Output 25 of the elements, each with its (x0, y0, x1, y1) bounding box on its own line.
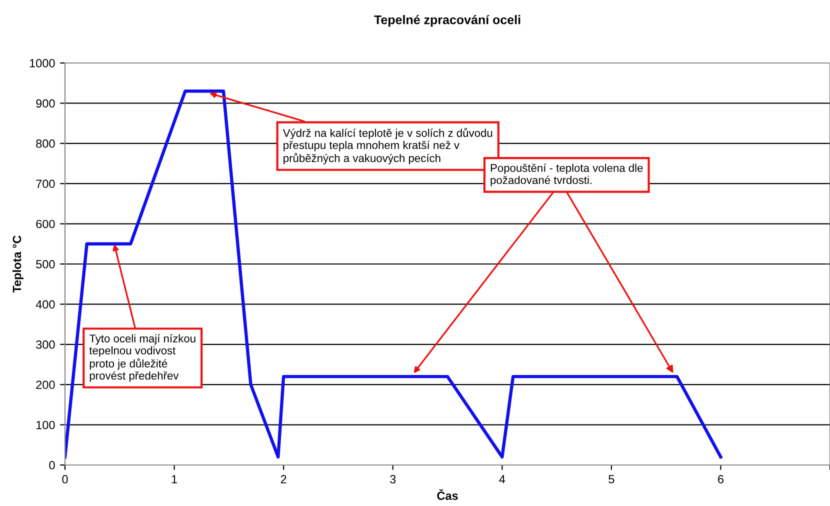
y-tick-label: 1000 (30, 59, 55, 68)
y-tick-label: 900 (36, 99, 55, 108)
y-tick-label: 0 (49, 461, 55, 470)
x-tick-label: 2 (280, 475, 286, 484)
x-tick-label: 6 (718, 475, 724, 484)
annotation: Popouštění - teplota volena dle požadované tvrdosti. (490, 164, 643, 186)
y-tick-label: 700 (36, 180, 55, 188)
line-series (65, 90, 722, 459)
y-tick-label: 600 (36, 220, 55, 228)
x-tick-label: 5 (608, 475, 614, 484)
x-tick-label: 4 (499, 475, 506, 484)
y-tick-label: 500 (36, 260, 55, 268)
y-axis-title: Teplota °C (12, 236, 24, 293)
y-tick-label: 300 (36, 340, 55, 349)
y-tick-label: 100 (36, 420, 55, 430)
annotation: Tyto oceli mají nízkou tepelnou vodivost proto je důležité provést předehřev (89, 334, 196, 382)
chart-title: Tepelné zpracování oceli (374, 14, 520, 27)
y-tick-label: 400 (36, 300, 55, 309)
x-tick-label: 0 (62, 475, 68, 484)
x-tick-label: 3 (390, 475, 396, 484)
y-tick-label: 800 (36, 139, 55, 148)
x-axis-title: Čas (437, 489, 458, 500)
y-tick-label: 200 (36, 380, 55, 389)
x-tick-label: 1 (172, 475, 177, 484)
annotation: Výdrž na kalící teplotě je v solích z důvodu přestupu tepla mnohem kratší než v průběžných a vakuových pecích (282, 128, 492, 164)
